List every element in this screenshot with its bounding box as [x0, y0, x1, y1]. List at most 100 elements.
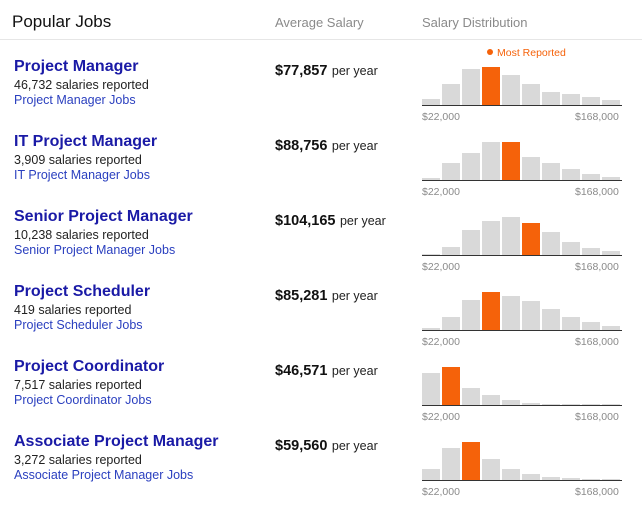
histogram-bar-most-reported: [502, 142, 520, 180]
jobs-link[interactable]: Associate Project Manager Jobs: [14, 468, 194, 482]
histogram-bar: [562, 94, 580, 105]
histogram-bar: [562, 478, 580, 480]
job-row-senior-project-manager: Senior Project Manager 10,238 salaries r…: [0, 208, 642, 283]
salary-period: per year: [331, 139, 378, 153]
histogram-axis: [422, 480, 622, 481]
histogram-min-label: $22,000: [422, 186, 460, 198]
salary-histogram: [422, 208, 622, 256]
histogram-axis: [422, 105, 622, 106]
salary-amount: $59,560: [275, 438, 328, 454]
histogram-bar: [442, 448, 460, 480]
job-row-project-scheduler: Project Scheduler 419 salaries reported …: [0, 283, 642, 358]
most-reported-dot-icon: [487, 49, 493, 55]
histogram-bar: [542, 92, 560, 105]
salaries-reported-count: 10,238 salaries reported: [14, 228, 149, 242]
histogram-bar: [522, 157, 540, 180]
histogram-axis: [422, 405, 622, 406]
job-row-project-coordinator: Project Coordinator 7,517 salaries repor…: [0, 358, 642, 433]
average-salary: $104,165 per year: [275, 212, 386, 230]
salary-period: per year: [331, 364, 378, 378]
salary-period: per year: [331, 289, 378, 303]
histogram-bar: [502, 296, 520, 330]
salaries-reported-count: 419 salaries reported: [14, 303, 132, 317]
jobs-link[interactable]: Project Scheduler Jobs: [14, 318, 143, 332]
histogram-bar: [522, 84, 540, 105]
job-title-link[interactable]: Project Coordinator: [14, 358, 165, 375]
histogram-bar: [562, 317, 580, 330]
salary-distribution-column-header: Salary Distribution: [422, 15, 528, 30]
job-title-link[interactable]: Project Scheduler: [14, 283, 151, 300]
histogram-max-label: $168,000: [575, 486, 619, 498]
popular-jobs-header: Popular Jobs Average Salary Salary Distr…: [0, 0, 642, 40]
histogram-max-label: $168,000: [575, 111, 619, 123]
histogram-bar: [582, 404, 600, 405]
histogram-bar: [582, 322, 600, 330]
job-title-link[interactable]: Associate Project Manager: [14, 433, 219, 450]
histogram-min-label: $22,000: [422, 111, 460, 123]
histogram-bar: [442, 317, 460, 330]
histogram-bar: [602, 404, 620, 405]
histogram-bar: [602, 251, 620, 255]
job-row-it-project-manager: IT Project Manager 3,909 salaries report…: [0, 133, 642, 208]
histogram-bar: [422, 469, 440, 480]
histogram-bar: [422, 254, 440, 255]
histogram-bar: [502, 469, 520, 480]
histogram-axis: [422, 330, 622, 331]
histogram-bar: [482, 142, 500, 180]
salaries-reported-count: 7,517 salaries reported: [14, 378, 142, 392]
histogram-bar: [462, 300, 480, 330]
histogram-axis: [422, 255, 622, 256]
salary-amount: $77,857: [275, 63, 328, 79]
histogram-bar: [602, 326, 620, 330]
histogram-bar: [462, 153, 480, 180]
job-row-associate-project-manager: Associate Project Manager 3,272 salaries…: [0, 433, 642, 508]
histogram-bar: [562, 404, 580, 405]
most-reported-legend: Most Reported: [487, 47, 566, 59]
histogram-min-label: $22,000: [422, 336, 460, 348]
histogram-bar: [442, 84, 460, 105]
histogram-bar-most-reported: [442, 367, 460, 405]
histogram-bar: [482, 221, 500, 255]
histogram-bar: [482, 459, 500, 480]
histogram-bar: [422, 99, 440, 105]
histogram-bar: [462, 69, 480, 105]
salary-period: per year: [339, 214, 386, 228]
job-title-link[interactable]: Project Manager: [14, 58, 139, 75]
histogram-bar: [582, 174, 600, 180]
salary-period: per year: [331, 439, 378, 453]
average-salary: $59,560 per year: [275, 437, 378, 455]
histogram-bar: [542, 477, 560, 480]
histogram-bar: [502, 400, 520, 405]
histogram-bar: [522, 474, 540, 480]
histogram-min-label: $22,000: [422, 261, 460, 273]
histogram-bar: [462, 230, 480, 255]
average-salary: $88,756 per year: [275, 137, 378, 155]
histogram-bar: [542, 404, 560, 405]
histogram-min-label: $22,000: [422, 411, 460, 423]
job-title-link[interactable]: Senior Project Manager: [14, 208, 193, 225]
job-title-link[interactable]: IT Project Manager: [14, 133, 158, 150]
jobs-link[interactable]: Project Manager Jobs: [14, 93, 136, 107]
average-salary: $85,281 per year: [275, 287, 378, 305]
histogram-bar-most-reported: [462, 442, 480, 480]
histogram-bar: [542, 309, 560, 330]
average-salary: $46,571 per year: [275, 362, 378, 380]
salary-histogram: [422, 433, 622, 481]
histogram-bar: [422, 178, 440, 180]
histogram-bar: [602, 479, 620, 480]
histogram-max-label: $168,000: [575, 186, 619, 198]
histogram-bar: [582, 479, 600, 480]
histogram-bar: [502, 75, 520, 105]
histogram-bar: [482, 395, 500, 405]
jobs-link[interactable]: IT Project Manager Jobs: [14, 168, 150, 182]
histogram-min-label: $22,000: [422, 486, 460, 498]
jobs-link[interactable]: Senior Project Manager Jobs: [14, 243, 176, 257]
salaries-reported-count: 46,732 salaries reported: [14, 78, 149, 92]
histogram-bar: [602, 100, 620, 105]
histogram-bar: [542, 232, 560, 255]
histogram-bar: [442, 247, 460, 255]
histogram-bar: [602, 177, 620, 180]
histogram-bar: [502, 217, 520, 255]
jobs-link[interactable]: Project Coordinator Jobs: [14, 393, 152, 407]
histogram-max-label: $168,000: [575, 336, 619, 348]
